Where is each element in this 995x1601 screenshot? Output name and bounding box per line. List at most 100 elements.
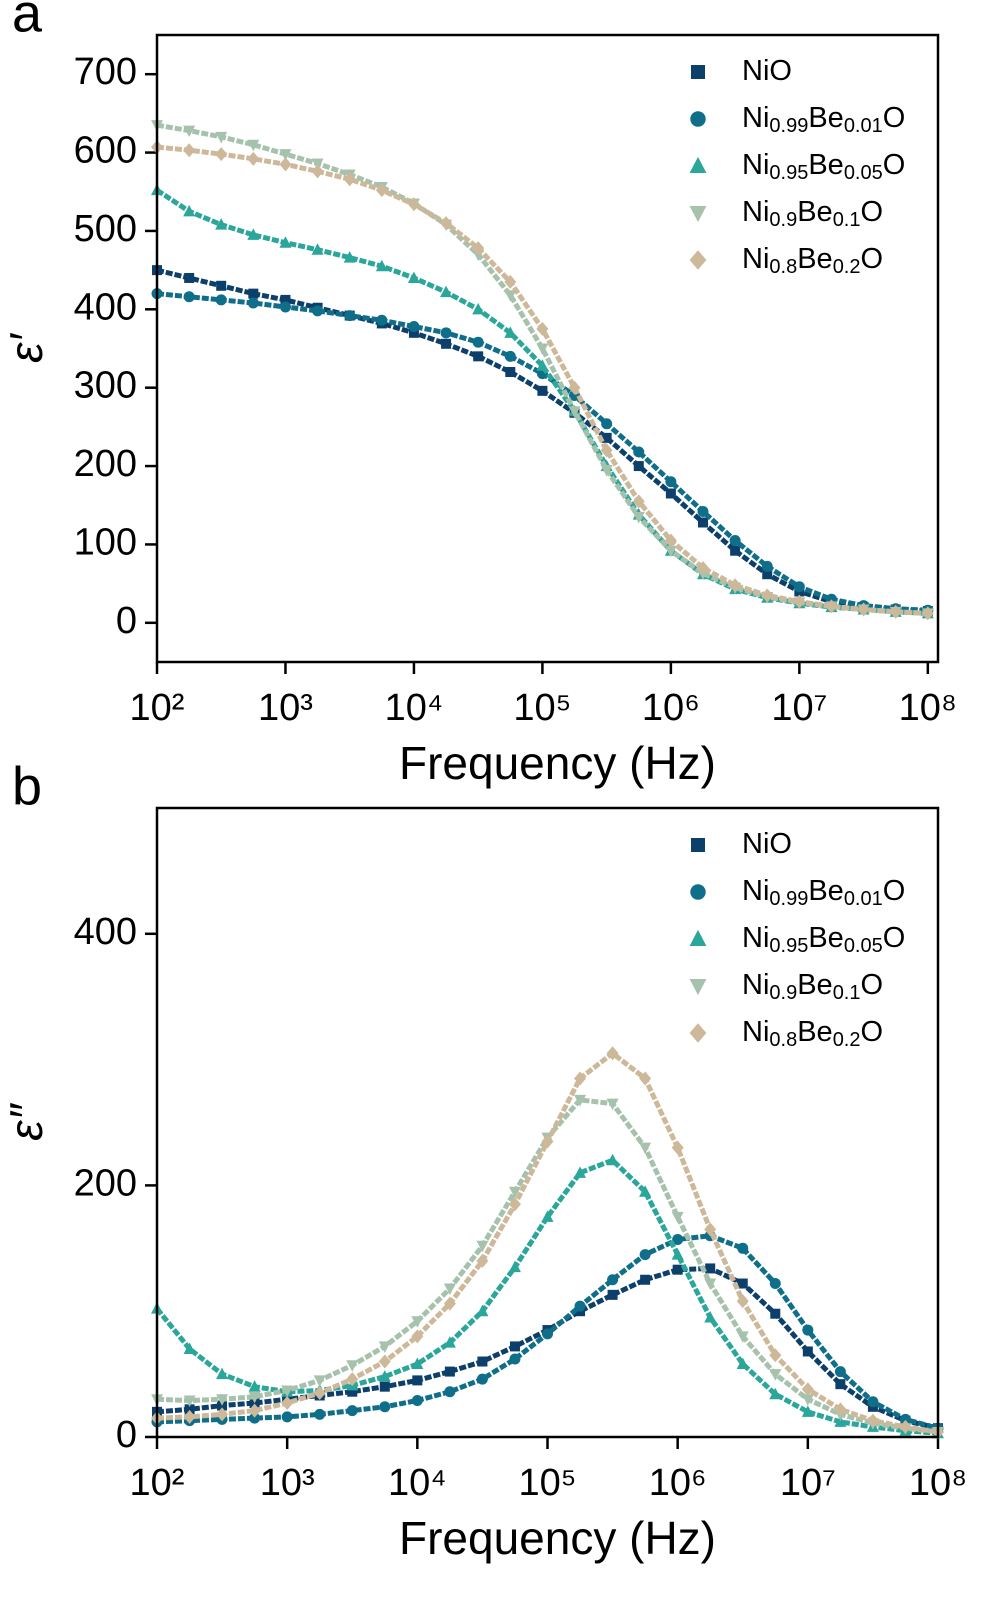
marker: [346, 1360, 359, 1372]
marker: [664, 545, 677, 558]
marker: [376, 314, 388, 326]
marker: [769, 1278, 781, 1290]
marker: [216, 1394, 229, 1406]
marker: [737, 1278, 748, 1289]
marker: [279, 236, 292, 248]
marker: [407, 197, 420, 212]
marker: [412, 1375, 423, 1386]
marker: [664, 533, 677, 548]
y-tick-label: 300: [74, 365, 137, 407]
marker: [343, 172, 356, 187]
marker: [601, 432, 612, 443]
y-tick-label: 700: [74, 51, 137, 93]
marker: [184, 272, 195, 283]
marker: [408, 327, 419, 338]
y-tick-label: 500: [74, 208, 137, 250]
legend-label: NiO: [742, 55, 792, 87]
marker: [247, 139, 260, 152]
x-tick-label: 10²: [130, 687, 185, 729]
marker: [921, 606, 934, 621]
marker: [639, 1142, 652, 1155]
marker: [825, 599, 838, 614]
marker: [606, 1153, 619, 1166]
marker: [378, 1370, 391, 1382]
marker: [504, 274, 517, 289]
y-axis-label: ε″: [0, 1103, 52, 1141]
marker: [574, 1166, 587, 1178]
marker: [312, 305, 324, 317]
marker: [537, 385, 548, 396]
marker: [476, 1253, 489, 1268]
marker: [736, 1357, 749, 1370]
series-line: [156, 267, 928, 614]
marker: [509, 1341, 520, 1352]
y-tick-label: 600: [74, 130, 137, 172]
marker: [477, 1356, 488, 1367]
x-axis-label: Frequency (Hz): [399, 1512, 716, 1564]
marker: [281, 1411, 293, 1423]
marker: [600, 443, 613, 458]
marker: [834, 1366, 846, 1378]
x-tick-label: 10³: [258, 687, 313, 729]
marker: [281, 1396, 294, 1411]
plot-frame: [155, 806, 940, 1439]
marker: [375, 259, 388, 272]
marker: [542, 1328, 553, 1340]
legend-label: Ni0.8Be0.2O: [742, 243, 883, 279]
legend-label: Ni0.9Be0.1O: [742, 969, 883, 1005]
marker: [600, 464, 613, 477]
marker: [697, 506, 709, 518]
legend-label: Ni0.99Be0.01O: [742, 875, 905, 911]
marker: [183, 291, 195, 303]
legend-marker: [689, 156, 707, 173]
marker: [408, 321, 420, 333]
marker: [671, 1140, 684, 1155]
marker: [443, 1296, 456, 1311]
x-tick-label: 10⁴: [388, 1462, 447, 1504]
marker: [574, 1094, 587, 1107]
marker: [472, 241, 485, 256]
marker: [183, 1395, 196, 1408]
marker: [411, 1329, 424, 1344]
marker: [729, 578, 742, 593]
marker: [737, 1242, 749, 1254]
marker: [857, 602, 870, 617]
marker: [802, 1346, 813, 1357]
marker: [606, 1098, 619, 1111]
legend-label: Ni0.99Be0.01O: [742, 102, 905, 138]
marker: [411, 1316, 424, 1328]
legend-marker: [689, 1023, 707, 1043]
marker: [672, 1233, 684, 1245]
marker: [472, 302, 485, 315]
marker: [835, 1379, 846, 1390]
marker: [379, 1401, 391, 1413]
x-tick-label: 10⁴: [385, 687, 444, 729]
marker: [899, 1413, 911, 1425]
marker: [671, 1211, 684, 1224]
marker: [736, 1331, 749, 1343]
marker: [444, 1366, 455, 1377]
marker: [736, 1294, 749, 1309]
marker: [633, 461, 644, 472]
legend-marker: [691, 838, 705, 852]
marker: [606, 1046, 619, 1061]
marker: [698, 517, 709, 528]
marker: [536, 359, 549, 371]
marker: [215, 131, 228, 144]
marker: [899, 1419, 912, 1434]
x-tick-label: 10⁶: [642, 687, 700, 729]
y-tick-label: 200: [74, 1162, 137, 1204]
legend-label: NiO: [742, 828, 792, 860]
marker: [574, 1071, 587, 1086]
marker: [476, 1373, 488, 1385]
marker: [541, 1134, 554, 1149]
marker: [704, 1310, 717, 1323]
legend-label: Ni0.95Be0.05O: [742, 922, 905, 958]
marker: [441, 338, 452, 349]
marker: [472, 336, 484, 348]
x-tick-label: 10³: [260, 1462, 315, 1504]
marker: [639, 1071, 652, 1086]
marker: [834, 1415, 847, 1427]
marker: [834, 1402, 847, 1417]
marker: [247, 297, 259, 309]
